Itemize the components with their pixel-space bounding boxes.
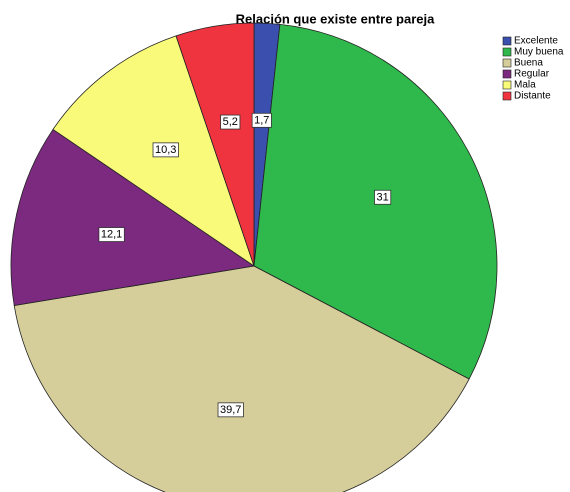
data-label: 39,7 bbox=[220, 404, 241, 416]
chart-title: Relación que existe entre pareja bbox=[236, 11, 435, 26]
legend-label: Buena bbox=[514, 58, 543, 69]
pie-slice bbox=[10, 128, 256, 306]
data-label-box bbox=[220, 114, 241, 130]
legend-swatch bbox=[502, 91, 512, 101]
legend-swatch bbox=[502, 47, 512, 57]
pie-slice bbox=[175, 22, 255, 267]
legend-label: Regular bbox=[514, 69, 550, 80]
legend-label: Excelente bbox=[514, 36, 558, 47]
data-label-box bbox=[98, 227, 125, 242]
pie-slice bbox=[13, 265, 470, 492]
data-label: 1,7 bbox=[254, 114, 269, 126]
legend-swatch bbox=[502, 36, 512, 46]
data-label: 31 bbox=[377, 191, 389, 203]
data-label-box bbox=[374, 189, 392, 205]
data-label: 5,2 bbox=[223, 116, 238, 128]
data-label-box bbox=[152, 142, 179, 158]
data-label: 12,1 bbox=[101, 229, 122, 241]
legend-swatch bbox=[502, 69, 512, 79]
data-label: 10,3 bbox=[155, 144, 176, 156]
legend-label: Muy buena bbox=[514, 47, 564, 58]
legend-swatch bbox=[502, 58, 512, 68]
legend-label: Mala bbox=[514, 80, 536, 91]
data-label-box bbox=[251, 112, 272, 128]
legend-swatch bbox=[502, 80, 512, 90]
legend-label: Distante bbox=[514, 91, 551, 102]
data-label-box bbox=[217, 402, 244, 418]
